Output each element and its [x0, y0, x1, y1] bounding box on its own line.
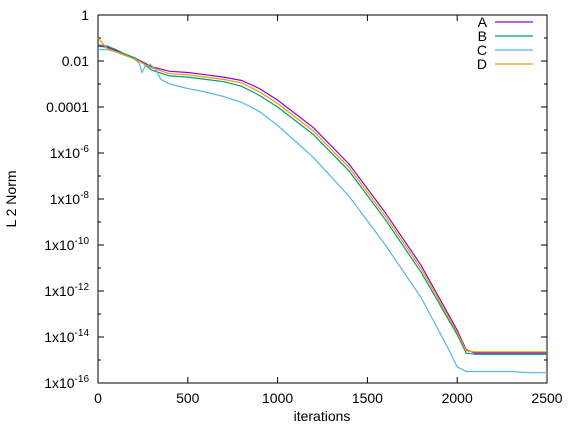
series-lines: [97, 37, 547, 374]
y-axis-ticks: 1 0.01 0.0001 1x10-6 1x10-8 1x10-10 1x10-12 1x1…: [44, 7, 547, 391]
y-tick-label: 0.0001: [46, 99, 89, 115]
legend-label-d: D: [477, 56, 487, 72]
y-tick-label: 1x10-8: [50, 190, 90, 207]
x-tick-label: 0: [94, 390, 102, 406]
y-tick-label: 1x10-14: [44, 328, 89, 345]
series-line-b: [97, 44, 547, 355]
y-tick-label: 1x10-6: [50, 144, 90, 161]
x-axis-label: iterations: [294, 408, 351, 424]
legend-label-c: C: [477, 42, 487, 58]
y-tick-label: 1x10-10: [44, 236, 89, 253]
x-tick-label: 500: [176, 390, 200, 406]
series-line-c: [98, 48, 547, 374]
y-tick-label: 1: [81, 7, 89, 23]
legend-label-b: B: [478, 28, 487, 44]
x-tick-label: 1500: [352, 390, 383, 406]
y-tick-label: 1x10-12: [44, 282, 89, 299]
series-line-d: [97, 37, 547, 353]
y-tick-label: 1x10-16: [44, 374, 89, 391]
legend-label-a: A: [478, 14, 488, 30]
series-line-a: [97, 45, 547, 354]
y-tick-label: 0.01: [62, 53, 89, 69]
x-axis-ticks: 0 500 1000 1500 2000 2500: [94, 15, 563, 406]
x-tick-label: 2500: [531, 390, 562, 406]
x-tick-label: 2000: [442, 390, 473, 406]
x-tick-label: 1000: [262, 390, 293, 406]
y-axis-label: L 2 Norm: [3, 170, 19, 227]
